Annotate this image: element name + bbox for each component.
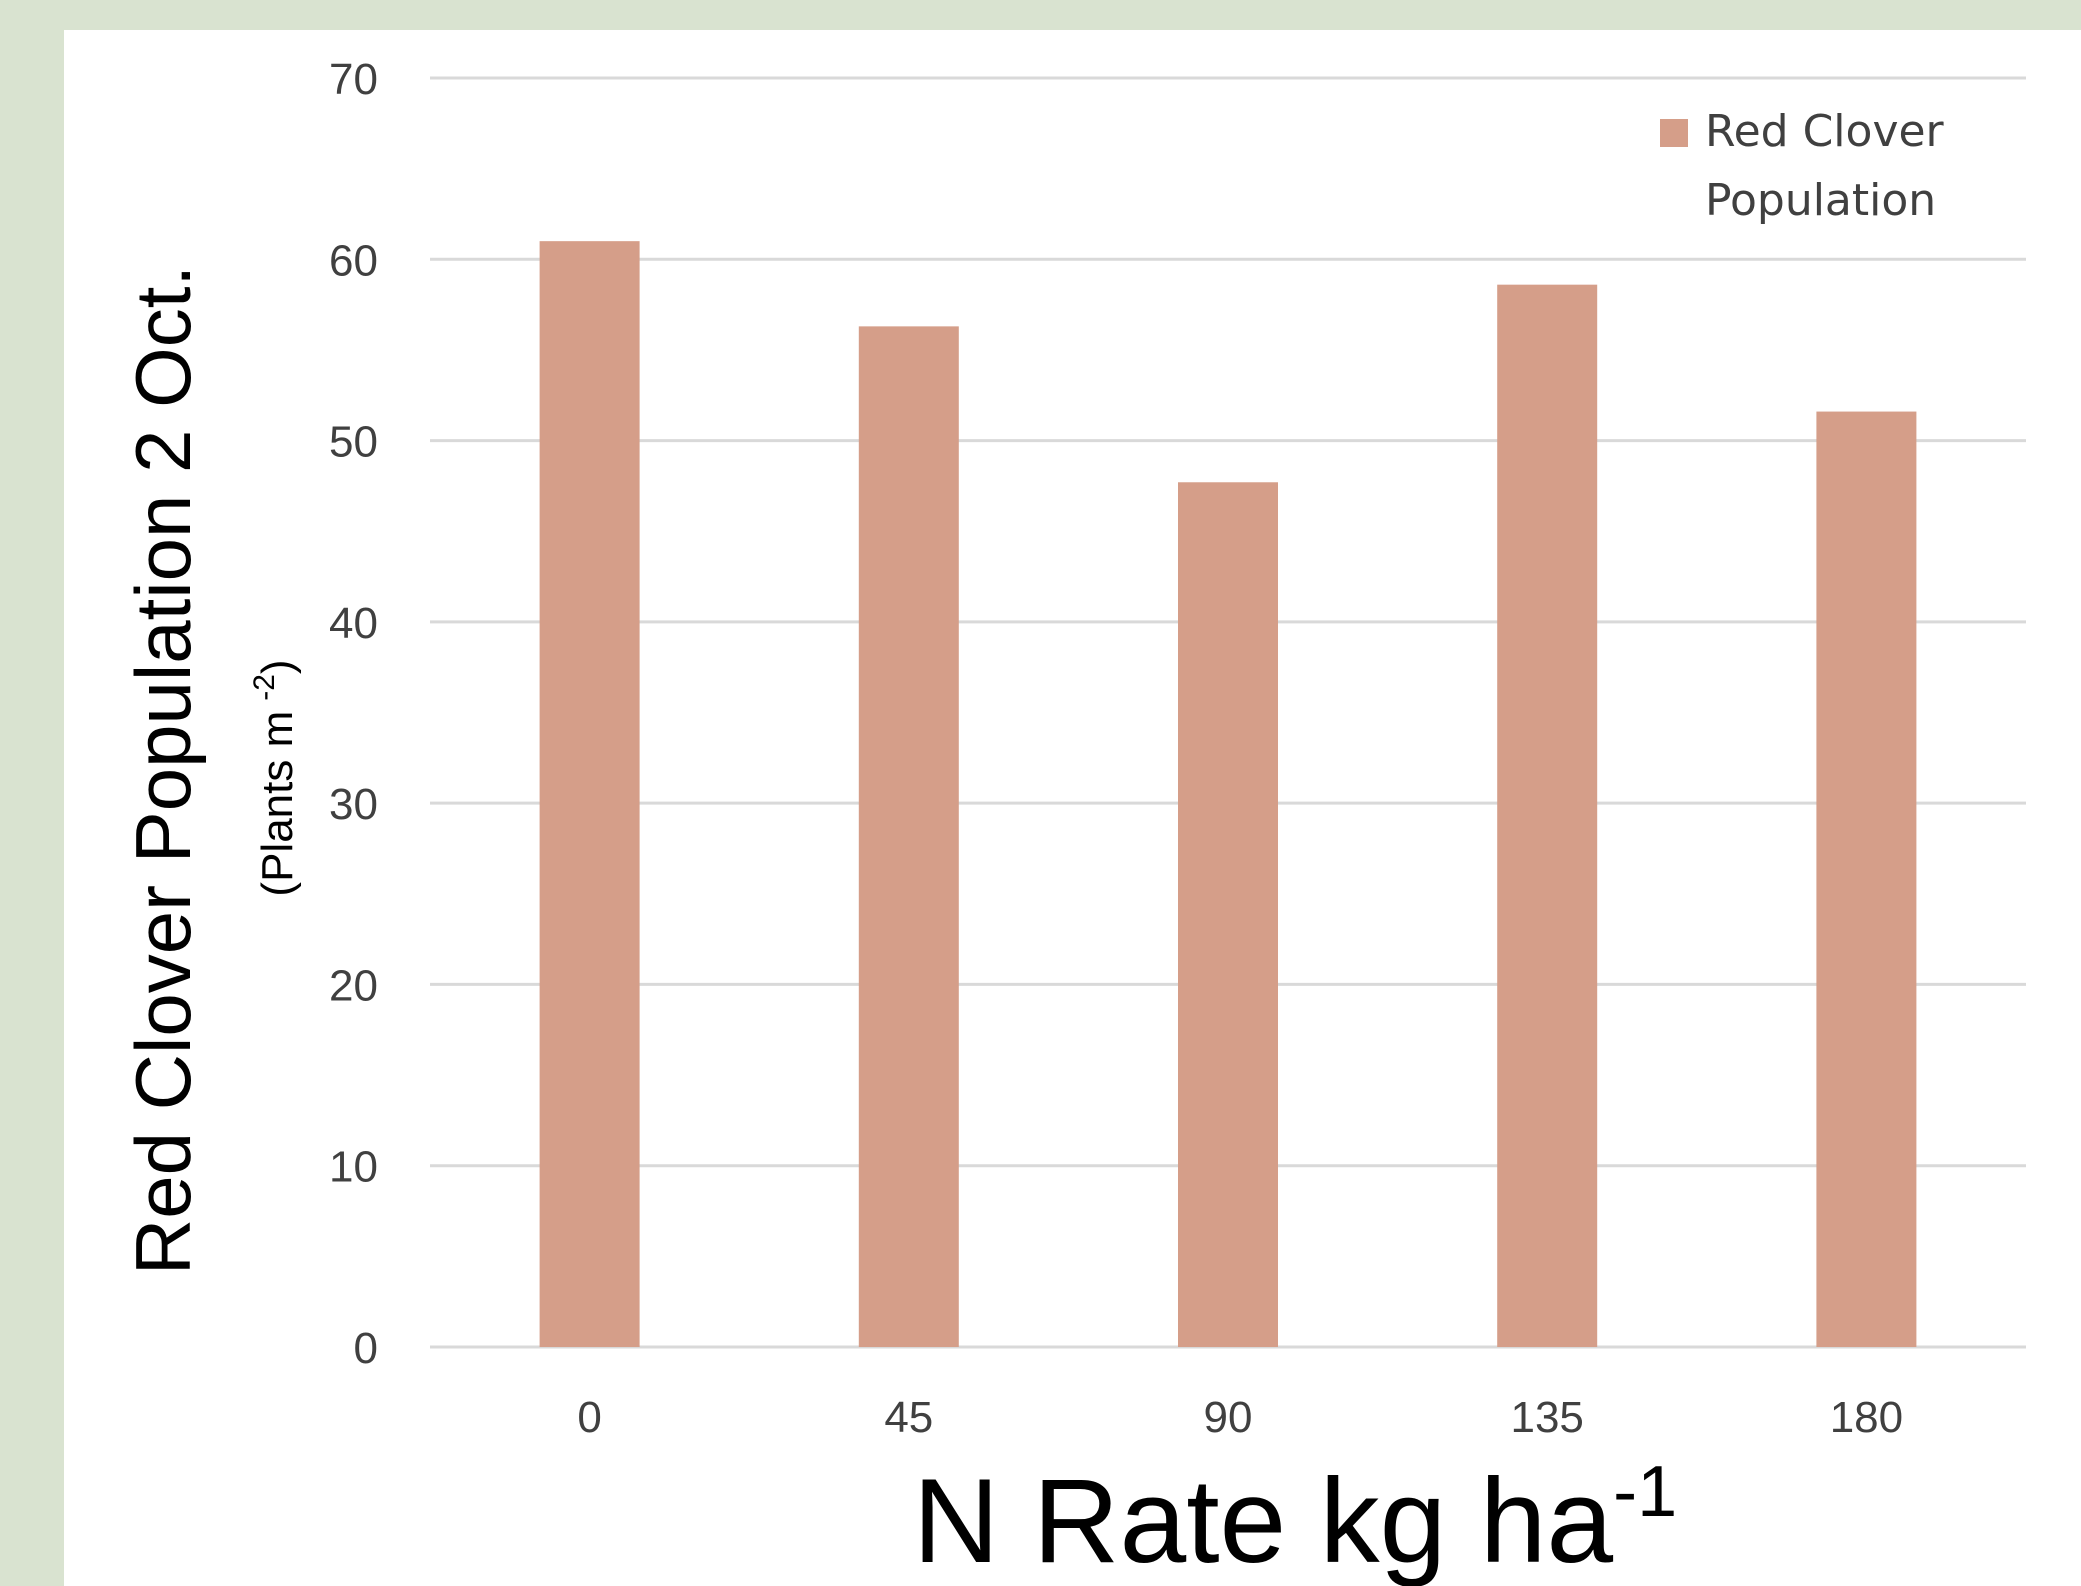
y-tick-label: 50 (329, 418, 378, 467)
y-axis-label: Red Clover Population 2 Oct. (119, 265, 207, 1275)
y-tick-label: 70 (329, 55, 378, 104)
x-tick-label: 90 (1204, 1393, 1253, 1442)
y-tick-labels: 0 10 20 30 40 50 60 70 (329, 55, 378, 1373)
x-tick-label: 135 (1510, 1393, 1583, 1442)
x-tick-label: 180 (1830, 1393, 1903, 1442)
legend-label-line-1: Red Clover (1705, 106, 1945, 157)
bar-90 (1178, 482, 1278, 1347)
y-axis-label-group: Red Clover Population 2 Oct. (119, 265, 207, 1275)
legend-swatch (1660, 119, 1688, 147)
y-tick-label: 10 (329, 1143, 378, 1192)
y-tick-label: 40 (329, 599, 378, 648)
y-tick-label: 20 (329, 961, 378, 1010)
y-tick-label: 60 (329, 236, 378, 285)
legend-label-line-2: Population (1705, 175, 1936, 226)
x-axis-label: N Rate kg ha-1 (913, 1452, 1677, 1586)
chart-area: 0 10 20 30 40 50 60 70 0 45 90 135 180 Red Clover P… (64, 30, 2081, 1586)
bar-180 (1816, 411, 1917, 1348)
y-axis-sublabel-group: (Plants m-2) (248, 659, 302, 896)
y-tick-label: 0 (354, 1324, 378, 1373)
x-tick-label: 0 (577, 1393, 601, 1442)
y-tick-label: 30 (329, 780, 378, 829)
legend: Red Clover Population (1660, 106, 1945, 226)
bars (539, 241, 1917, 1348)
x-tick-labels: 0 45 90 135 180 (577, 1393, 1903, 1442)
x-tick-label: 45 (884, 1393, 933, 1442)
bar-45 (858, 326, 959, 1347)
bar-0 (539, 241, 640, 1348)
y-axis-sublabel: (Plants m-2) (248, 659, 302, 896)
bar-135 (1497, 284, 1598, 1347)
